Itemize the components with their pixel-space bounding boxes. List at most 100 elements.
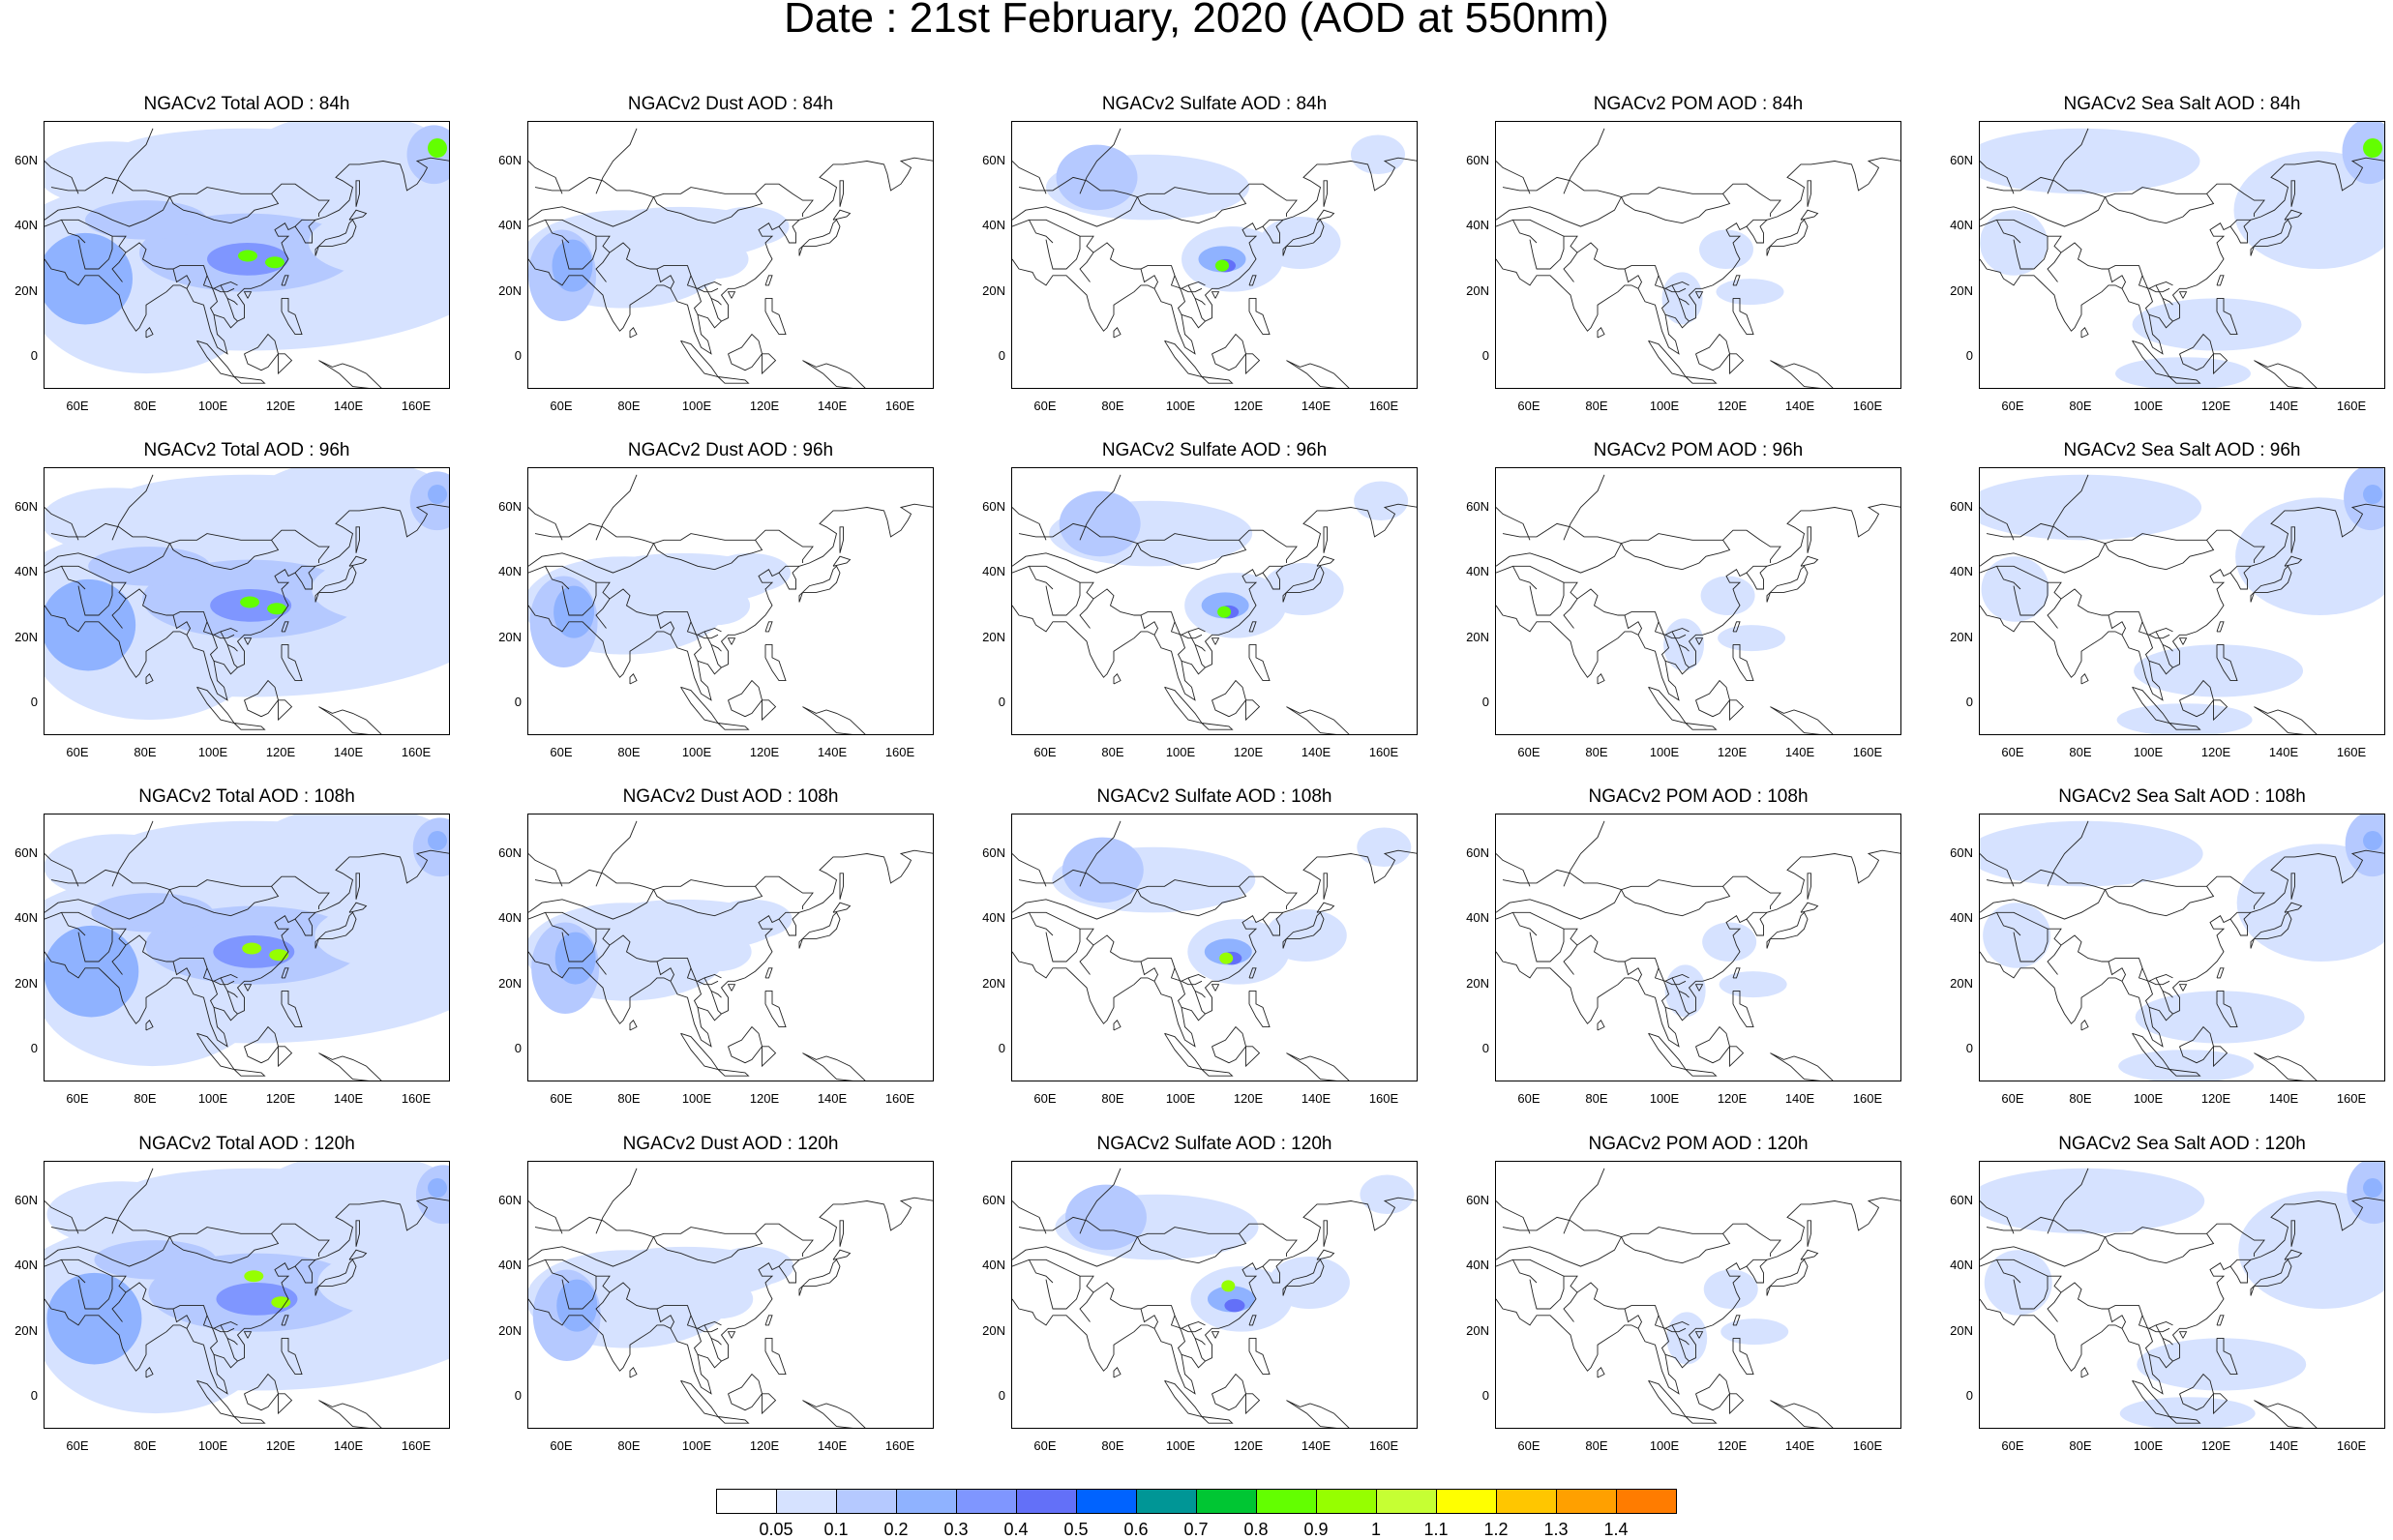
aod-shade <box>1983 903 2051 968</box>
lat-tick-label: 40N <box>1466 218 1489 233</box>
colorbar-label: 0.6 <box>1123 1520 1149 1539</box>
coastline-border <box>45 1259 238 1329</box>
coastline-border <box>1746 911 1767 920</box>
coastline-border <box>1980 565 2173 636</box>
lon-tick-label: 60E <box>1517 1091 1540 1106</box>
coastline-border <box>281 1337 303 1376</box>
coastline-border <box>1512 1259 1538 1284</box>
panel-title: NGACv2 Dust AOD : 108h <box>622 786 839 807</box>
coastline-border <box>1174 967 1186 1008</box>
coastline-border <box>2290 180 2295 207</box>
coastline-border <box>1029 220 1054 244</box>
coastline-border <box>728 679 763 718</box>
coastline-border <box>2254 360 2318 388</box>
coastline-border <box>61 912 86 936</box>
coastline-border <box>727 1331 736 1339</box>
coastline-border <box>1140 1308 1159 1329</box>
coastline-border <box>2013 236 2049 270</box>
aod-map <box>528 474 933 734</box>
lon-tick-label: 100E <box>681 1091 712 1106</box>
coastline-border <box>2155 631 2173 668</box>
lon-tick-label: 80E <box>617 1438 641 1453</box>
lon-tick-label: 80E <box>2069 1438 2092 1453</box>
coastline-border <box>2216 1337 2238 1376</box>
coastline-border <box>1012 1236 1138 1267</box>
map-panel: NGACv2 Total AOD : 120h 60N 40N 20N 0 60E 80E 1… <box>15 1134 450 1453</box>
colorbar-swatch <box>1076 1489 1137 1514</box>
lon-tick-label: 160E <box>1368 1438 1399 1453</box>
lon-tick-label: 60E <box>2001 745 2024 759</box>
coastline-border <box>1211 333 1246 371</box>
coastline-border <box>1496 161 1531 194</box>
aod-shade <box>1699 229 1753 270</box>
lon-tick-label: 120E <box>1233 745 1264 759</box>
coastline-border <box>1502 522 1781 563</box>
coastline-border <box>1695 1025 1730 1064</box>
coastline-border <box>2290 526 2295 553</box>
lon-tick-label: 140E <box>2268 399 2299 413</box>
coastline-border <box>1137 193 1247 224</box>
figure-title: Date : 21st February, 2020 (AOD at 550nm… <box>784 0 1609 42</box>
coastline-border <box>2229 565 2251 574</box>
map-plot-area <box>1011 814 1418 1081</box>
coastline-border <box>1248 1337 1271 1376</box>
panel-title: NGACv2 Sulfate AOD : 96h <box>1101 440 1328 460</box>
coastline-border <box>1563 598 1578 629</box>
aod-shade <box>2119 1397 2256 1428</box>
coastline-border <box>1770 1400 1834 1428</box>
coastline-border <box>1012 219 1206 289</box>
lat-tick-label: 60N <box>498 844 522 860</box>
coastline-border <box>1732 967 1741 979</box>
coastline-border <box>111 252 127 282</box>
coastline-border <box>1563 1291 1578 1322</box>
lon-tick-label: 160E <box>2336 1438 2367 1453</box>
coastline-border <box>1137 540 1247 571</box>
coastline-border <box>1113 673 1122 685</box>
lon-tick-label: 60E <box>2001 1091 2024 1106</box>
coastline-border <box>2105 1233 2215 1264</box>
lon-tick-label: 80E <box>134 745 157 759</box>
lon-tick-label: 160E <box>2336 1091 2367 1106</box>
aod-shade <box>1262 562 1344 616</box>
coastline-border <box>528 849 933 1048</box>
aod-hotspot <box>2363 485 2382 505</box>
coastline-border <box>348 209 368 221</box>
coastline-border <box>561 1276 597 1310</box>
lat-tick-label: 0 <box>998 695 1005 710</box>
coastline-border <box>2047 1291 2062 1322</box>
coastline-border <box>1695 679 1730 718</box>
colorbar-swatch <box>1616 1489 1677 1514</box>
coastline-border <box>528 889 654 920</box>
coastline-border <box>355 180 360 207</box>
coastline-border <box>2108 1308 2127 1329</box>
coastline-border <box>1766 565 1809 603</box>
lon-tick-label: 140E <box>1301 1438 1331 1453</box>
colorbar-swatch <box>896 1489 957 1514</box>
coastline-border <box>1248 621 1257 633</box>
map-panel: NGACv2 Dust AOD : 96h 60N 40N 20N 0 60E 80E 100… <box>498 440 934 759</box>
coastline-border <box>1174 621 1186 662</box>
coastline-border <box>45 889 170 920</box>
aod-shade <box>1351 134 1405 175</box>
coastline-border <box>534 1216 814 1257</box>
aod-map <box>45 468 449 734</box>
coastline-border <box>220 631 238 668</box>
coastline-border <box>802 1052 866 1081</box>
coastline-border <box>1286 1400 1350 1428</box>
coastline-border <box>294 565 315 574</box>
coastline-border <box>1181 980 1203 986</box>
coastline-border <box>1980 1200 2015 1234</box>
lat-tick-label: 20N <box>1466 975 1489 991</box>
lon-tick-label: 160E <box>401 399 432 413</box>
aod-shade <box>712 1246 794 1287</box>
coastline-border <box>1502 869 1781 909</box>
coastline-border <box>1658 275 1670 315</box>
coastline-border <box>1282 565 1325 603</box>
map-panel: NGACv2 Sea Salt AOD : 96h 60N 40N 20N 0 60E 80… <box>1950 440 2385 759</box>
coastline-border <box>832 209 852 221</box>
lat-tick-label: 40N <box>1466 910 1489 926</box>
aod-hotspot <box>238 250 257 262</box>
coastline-border <box>1678 643 1690 652</box>
coastline-border <box>2013 929 2049 962</box>
lat-tick-label: 60N <box>1950 1192 1973 1207</box>
